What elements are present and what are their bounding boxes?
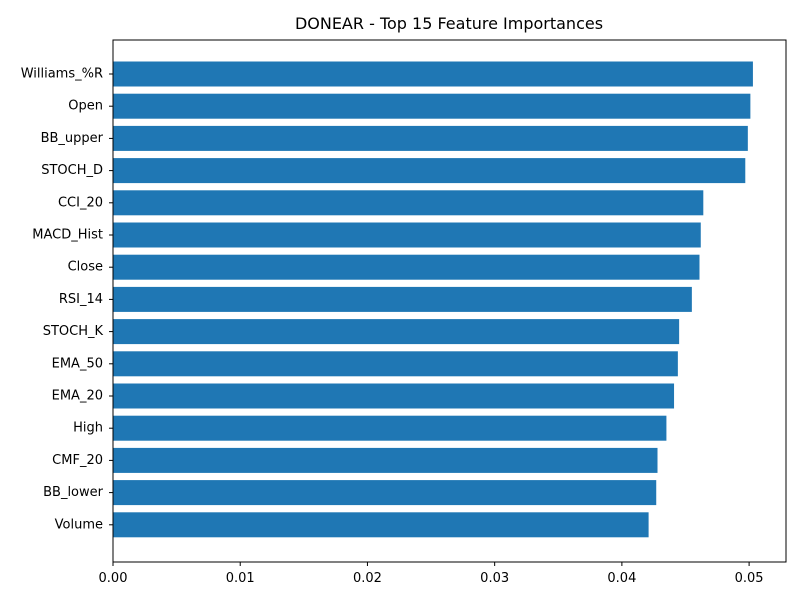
bar-cmf-20 — [113, 447, 658, 473]
bar-rsi-14 — [113, 286, 692, 312]
bar-ema-20 — [113, 383, 675, 409]
x-ticks-group: 0.00 0.01 0.02 0.03 0.04 0.05 — [99, 562, 764, 586]
y-tick-label: STOCH_D — [41, 163, 103, 178]
bar-stoch-d — [113, 158, 746, 184]
bar-stoch-k — [113, 319, 680, 345]
x-tick-label: 0.04 — [607, 571, 636, 586]
y-tick-label: CCI_20 — [58, 195, 103, 210]
y-tick-label: Open — [68, 99, 103, 114]
bar-volume — [113, 512, 649, 538]
bar-williams-r — [113, 61, 753, 87]
bar-ema-50 — [113, 351, 678, 377]
y-tick-label: CMF_20 — [52, 453, 103, 468]
y-tick-label: Williams_%R — [21, 67, 103, 82]
chart-title: DONEAR - Top 15 Feature Importances — [295, 14, 603, 33]
bar-macd-hist — [113, 222, 701, 248]
y-tick-label: High — [73, 421, 103, 436]
x-tick-label: 0.01 — [226, 571, 255, 586]
bar-cci-20 — [113, 190, 704, 216]
y-tick-label: Volume — [55, 517, 103, 532]
y-tick-label: BB_lower — [43, 485, 104, 500]
x-tick-label: 0.02 — [353, 571, 382, 586]
x-tick-label: 0.00 — [99, 571, 128, 586]
y-tick-label: Close — [68, 260, 103, 275]
y-tick-label: EMA_20 — [52, 389, 103, 404]
bar-open — [113, 93, 751, 119]
plot-frame — [112, 39, 787, 563]
y-tick-label: STOCH_K — [43, 324, 104, 339]
bar-close — [113, 254, 700, 280]
y-tick-label: EMA_50 — [52, 356, 103, 371]
y-tick-label: BB_upper — [41, 131, 104, 146]
y-tick-label: RSI_14 — [59, 292, 103, 307]
x-tick-label: 0.03 — [480, 571, 509, 586]
bar-high — [113, 415, 667, 441]
bars-group — [113, 61, 753, 538]
y-tick-label: MACD_Hist — [32, 228, 103, 243]
x-tick-label: 0.05 — [735, 571, 764, 586]
bar-bb-upper — [113, 125, 748, 151]
y-ticks-group: Williams_%R Open BB_upper STOCH_D CCI_20 MACD… — [21, 67, 113, 532]
bar-bb-lower — [113, 480, 657, 506]
